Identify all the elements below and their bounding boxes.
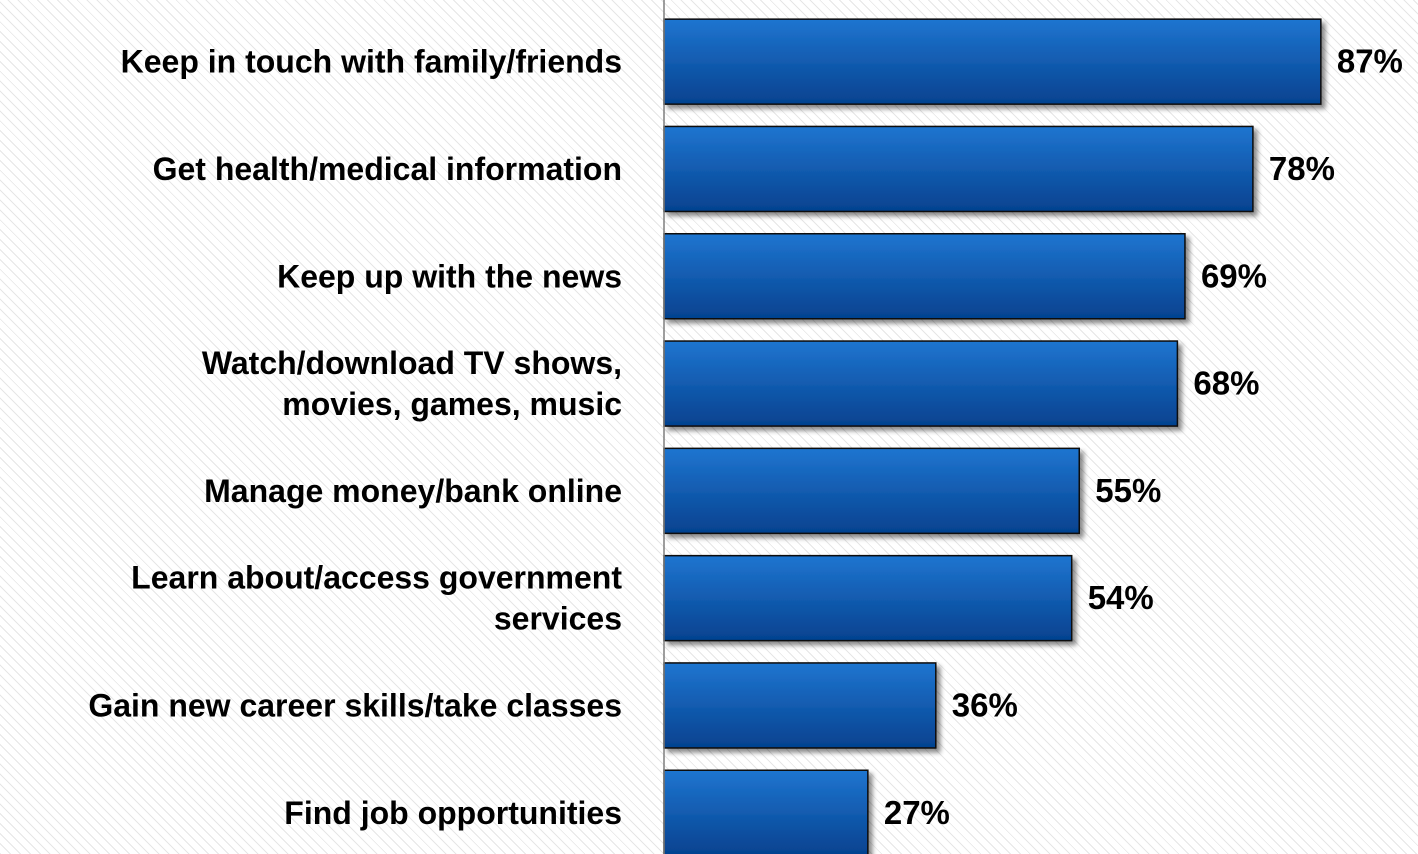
bar xyxy=(663,447,1080,535)
data-label: 68% xyxy=(1193,365,1259,402)
value-labels: 87% 78% 69% 68% 55% 54% 36% 27% xyxy=(884,43,1403,831)
category-label-line: Get health/medical information xyxy=(153,151,622,187)
data-label: 55% xyxy=(1095,472,1161,509)
bar xyxy=(663,554,1073,642)
category-label: Watch/download TV shows, movies, games, m… xyxy=(202,345,622,422)
category-label-line: Find job opportunities xyxy=(284,795,622,831)
category-label: Get health/medical information xyxy=(153,151,622,187)
bar xyxy=(663,18,1322,105)
bar xyxy=(663,769,869,854)
data-label: 54% xyxy=(1088,579,1154,616)
data-label: 78% xyxy=(1269,150,1335,187)
category-label-line: Keep in touch with family/friends xyxy=(121,44,622,80)
category-label: Find job opportunities xyxy=(284,795,622,831)
data-label: 69% xyxy=(1201,257,1267,294)
data-label: 27% xyxy=(884,794,950,831)
category-label: Manage money/bank online xyxy=(204,473,622,509)
category-labels: Keep in touch with family/friends Get hea… xyxy=(88,44,622,831)
bars-layer xyxy=(663,18,1322,854)
bar xyxy=(663,125,1254,213)
category-label: Keep in touch with family/friends xyxy=(121,44,622,80)
data-label: 36% xyxy=(952,686,1018,723)
category-label-line: Learn about/access government xyxy=(131,560,622,596)
category-label-line: Gain new career skills/take classes xyxy=(88,687,622,723)
category-label: Keep up with the news xyxy=(277,258,622,294)
category-label-line: movies, games, music xyxy=(282,386,622,422)
bar xyxy=(663,662,937,749)
data-label: 87% xyxy=(1337,43,1403,80)
category-label-line: Manage money/bank online xyxy=(204,473,622,509)
category-label: Learn about/access government services xyxy=(131,560,622,637)
category-label: Gain new career skills/take classes xyxy=(88,687,622,723)
category-label-line: Keep up with the news xyxy=(277,258,622,294)
bar xyxy=(663,233,1186,320)
bar xyxy=(663,340,1179,427)
category-label-line: services xyxy=(494,601,622,637)
category-label-line: Watch/download TV shows, xyxy=(202,345,622,381)
